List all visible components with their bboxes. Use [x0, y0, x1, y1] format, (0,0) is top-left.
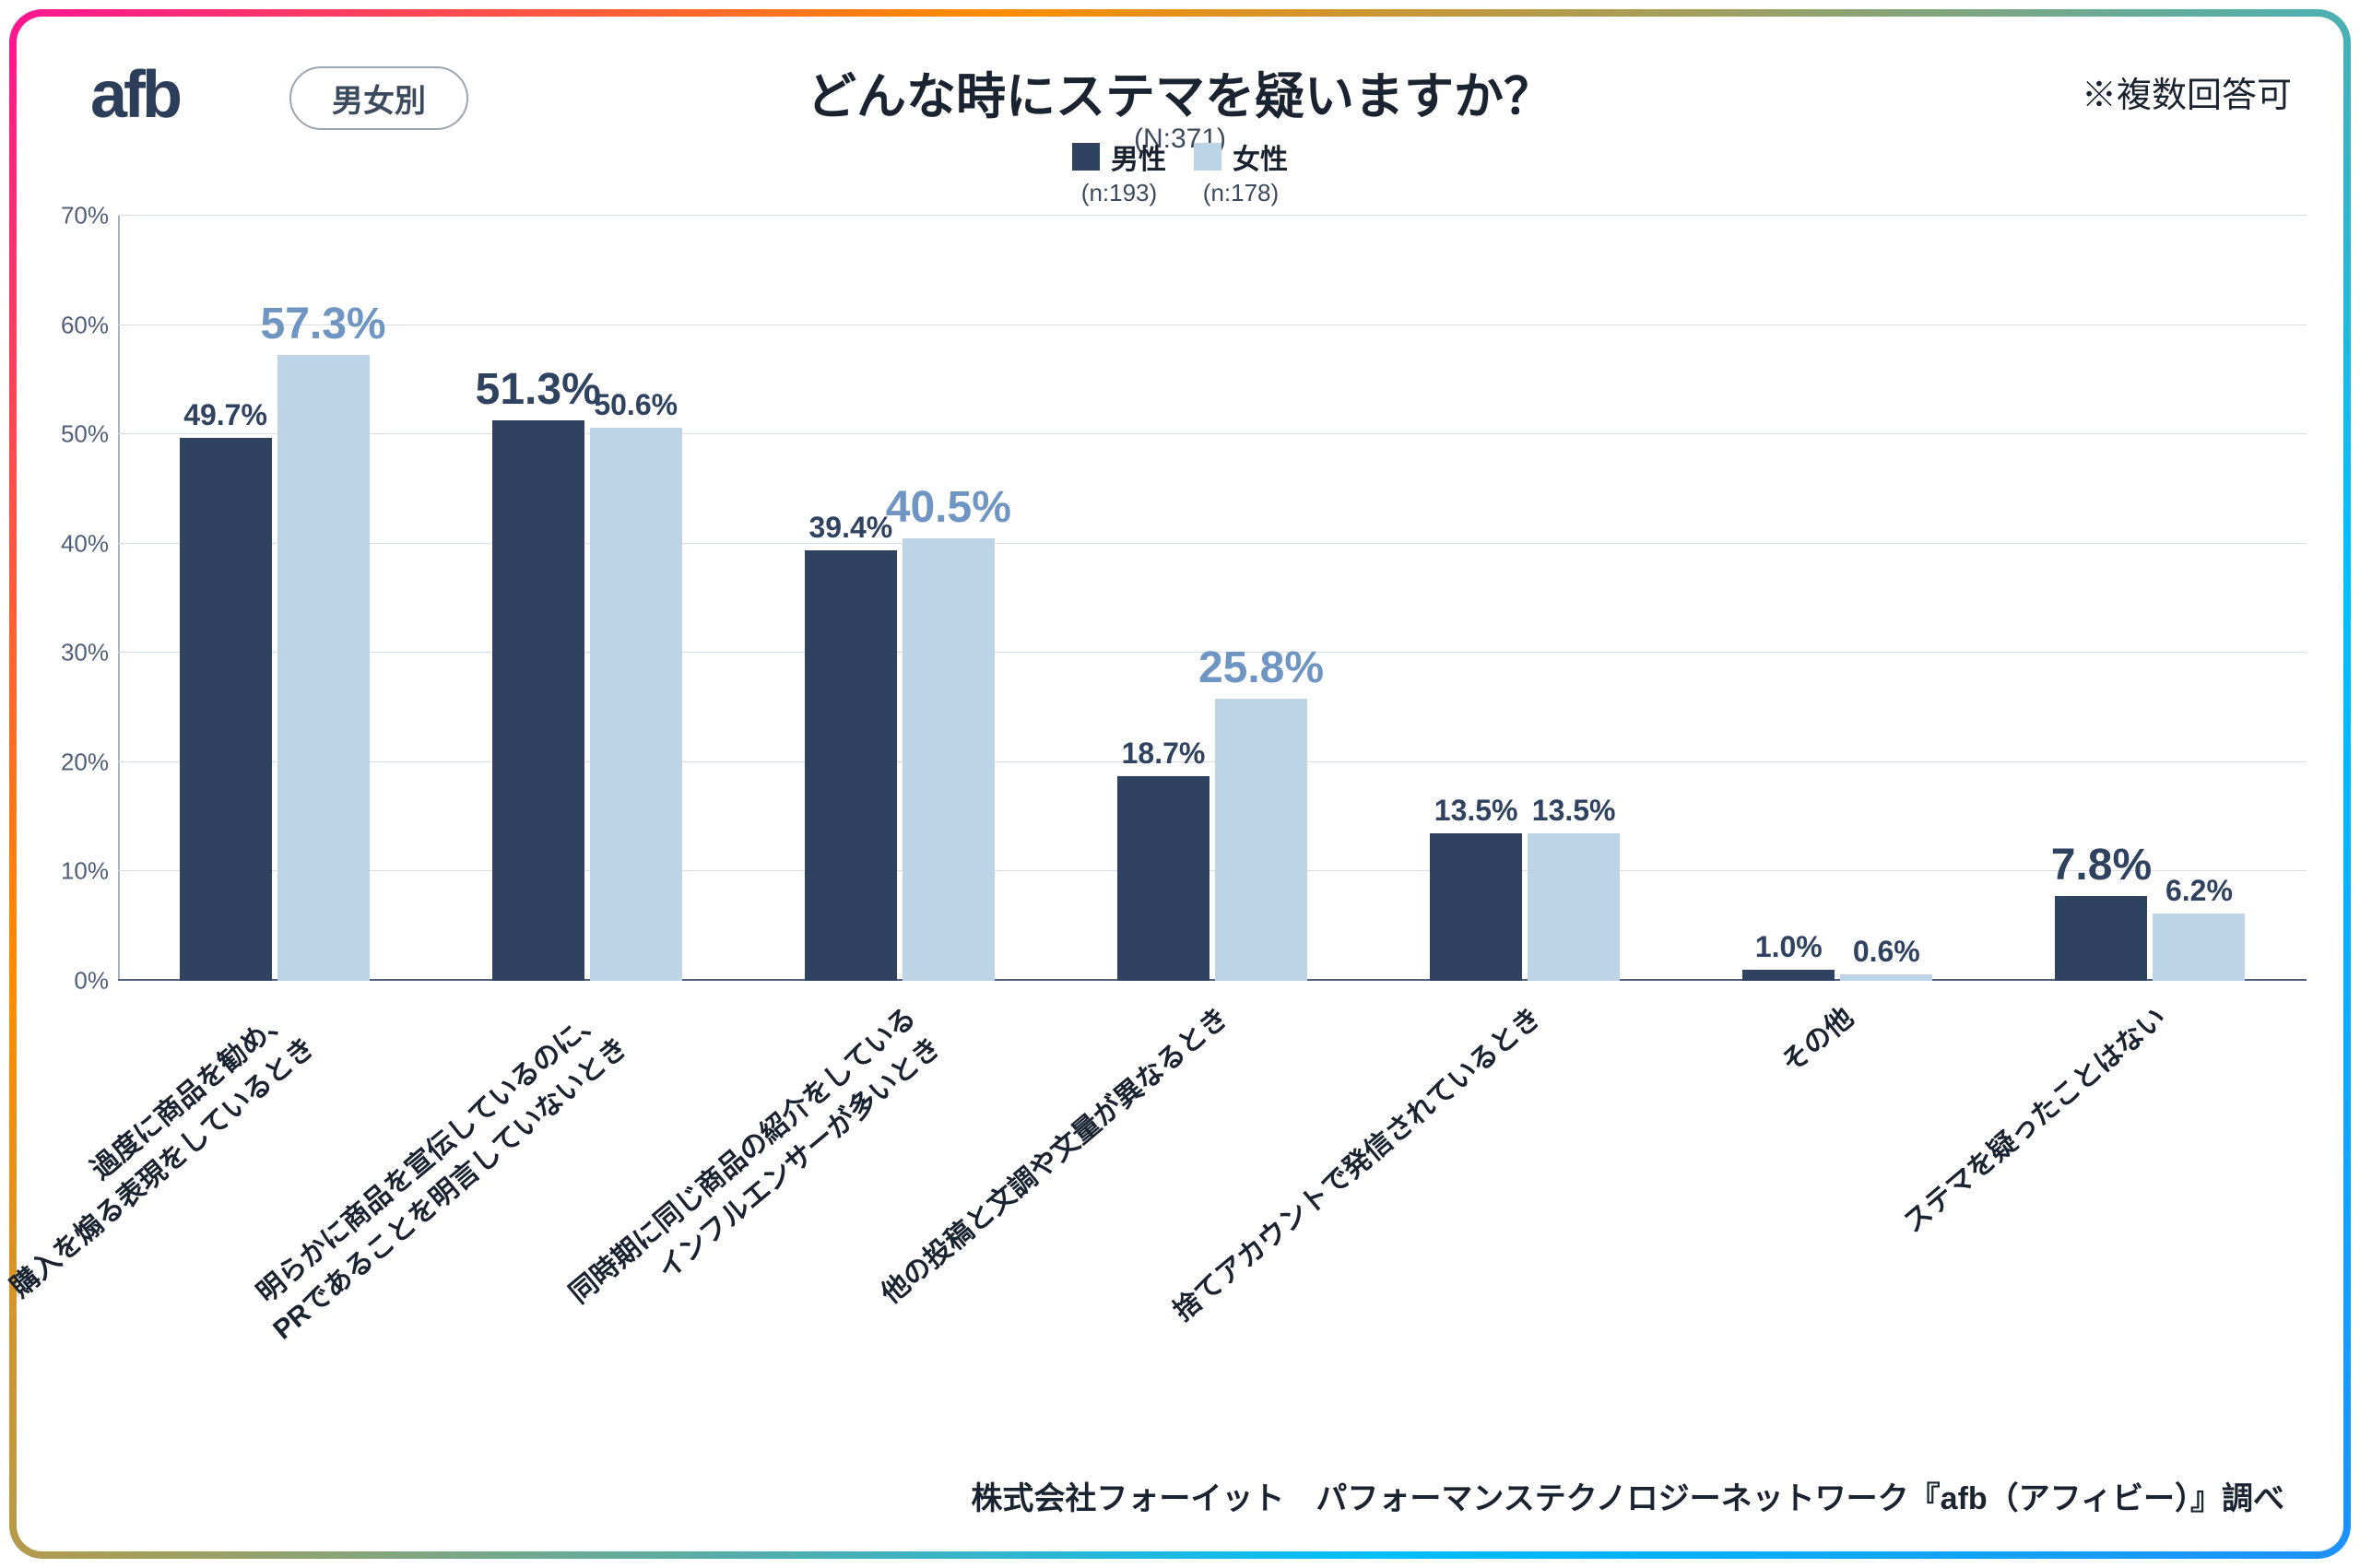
bar-group: 51.3%50.6%明らかに商品を宣伝しているのに、PRであることを明言していな… — [492, 420, 682, 981]
bar-value-label: 57.3% — [261, 299, 386, 355]
legend-n-male: (n:193) — [1081, 179, 1157, 207]
bar-male: 7.8% — [2055, 896, 2147, 981]
bar-value-label: 1.0% — [1755, 930, 1823, 970]
y-tick-label: 20% — [44, 748, 109, 776]
legend-swatch-female — [1194, 143, 1221, 171]
bar-male: 18.7% — [1117, 776, 1210, 981]
bar-chart: 0%10%20%30%40%50%60%70%49.7%57.3%過度に商品を勧… — [118, 216, 2307, 981]
legend-n-female: (n:178) — [1203, 179, 1279, 207]
legend-label-male: 男性 — [1111, 136, 1166, 177]
source-credit: 株式会社フォーイット パフォーマンステクノロジーネットワーク『afb（アフィビー… — [971, 1473, 2284, 1518]
gridline — [118, 215, 2307, 216]
bar-female: 57.3% — [277, 355, 370, 981]
y-tick-label: 0% — [44, 967, 109, 996]
gridline — [118, 543, 2307, 544]
bar-value-label: 49.7% — [183, 398, 267, 438]
legend-label-female: 女性 — [1233, 136, 1288, 177]
category-label: ステマを疑ったことはない — [1896, 999, 2176, 1243]
bar-female: 6.2% — [2153, 914, 2245, 982]
legend-item-female: 女性(n:178) — [1194, 136, 1288, 207]
bar-male: 39.4% — [805, 550, 897, 981]
bar-value-label: 25.8% — [1198, 643, 1324, 699]
logo-text: afb — [90, 57, 179, 133]
bar-group: 7.8%6.2%ステマを疑ったことはない — [2055, 896, 2245, 981]
bar-female: 13.5% — [1528, 833, 1620, 981]
category-label: 捨てアカウントで発信されているとき — [1165, 999, 1550, 1330]
segment-badge: 男女別 — [289, 66, 468, 130]
y-tick-label: 50% — [44, 420, 109, 449]
legend: 男性(n:193) 女性(n:178) — [1072, 136, 1288, 207]
note-multiple-answers: ※複数回答可 — [2082, 66, 2292, 117]
y-tick-label: 30% — [44, 639, 109, 667]
legend-swatch-male — [1072, 143, 1100, 171]
legend-item-male: 男性(n:193) — [1072, 136, 1166, 207]
bar-group: 1.0%0.6%その他 — [1742, 970, 1932, 981]
gradient-frame: afb 男女別 どんな時にステマを疑いますか？ ※複数回答可 (N:371) 男… — [9, 9, 2351, 1559]
bar-value-label: 39.4% — [808, 511, 892, 550]
gridline — [118, 433, 2307, 434]
bar-female: 40.5% — [903, 538, 995, 981]
bar-value-label: 7.8% — [2051, 840, 2152, 896]
bar-value-label: 18.7% — [1122, 737, 1206, 776]
bar-group: 39.4%40.5%同時期に同じ商品の紹介をしているインフルエンサーが多いとき — [805, 538, 995, 981]
y-tick-label: 70% — [44, 202, 109, 230]
y-axis-line — [118, 216, 120, 981]
bar-value-label: 0.6% — [1853, 935, 1920, 974]
bar-female: 0.6% — [1840, 974, 1932, 981]
bar-female: 50.6% — [590, 428, 682, 981]
bar-male: 1.0% — [1742, 970, 1835, 981]
bar-value-label: 50.6% — [594, 388, 678, 428]
bar-value-label: 51.3% — [476, 364, 601, 420]
bar-male: 49.7% — [180, 438, 272, 981]
bar-male: 51.3% — [492, 420, 584, 981]
y-tick-label: 40% — [44, 529, 109, 558]
bar-value-label: 6.2% — [2165, 874, 2233, 914]
category-label: その他 — [1774, 999, 1862, 1082]
bar-male: 13.5% — [1430, 833, 1522, 981]
bar-value-label: 40.5% — [886, 482, 1011, 538]
bar-female: 25.8% — [1215, 699, 1307, 981]
bar-group: 13.5%13.5%捨てアカウントで発信されているとき — [1430, 833, 1620, 981]
gridline — [118, 324, 2307, 325]
chart-title: どんな時にステマを疑いますか？ — [807, 55, 1553, 128]
bar-group: 49.7%57.3%過度に商品を勧め、購入を煽る表現をしているとき — [180, 355, 370, 981]
y-tick-label: 10% — [44, 857, 109, 886]
bar-group: 18.7%25.8%他の投稿と文調や文量が異なるとき — [1117, 699, 1307, 981]
card: afb 男女別 どんな時にステマを疑いますか？ ※複数回答可 (N:371) 男… — [17, 17, 2343, 1551]
y-tick-label: 60% — [44, 311, 109, 339]
bar-value-label: 13.5% — [1434, 794, 1518, 833]
bar-value-label: 13.5% — [1532, 794, 1616, 833]
